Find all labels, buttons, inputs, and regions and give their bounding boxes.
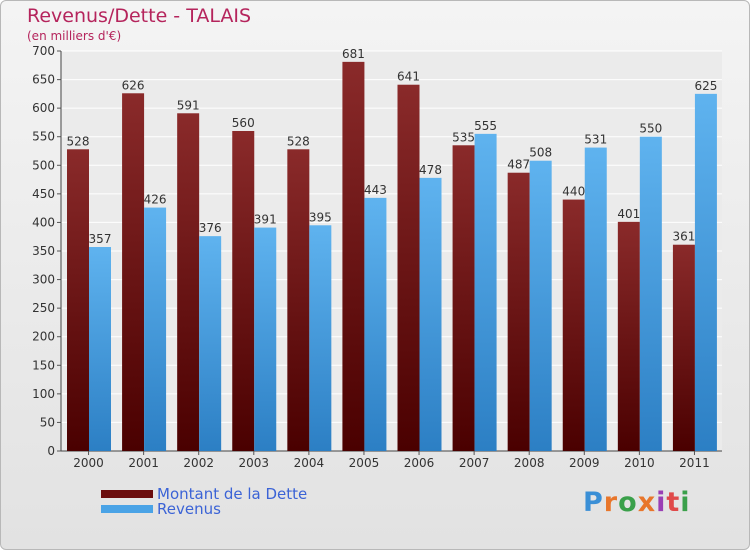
data-label-dette: 440 — [562, 185, 585, 199]
y-tick-label: 550 — [32, 130, 55, 144]
data-label-dette: 528 — [287, 134, 310, 148]
bar-dette — [507, 172, 530, 451]
proxiti-logo: Proxiti — [583, 487, 691, 518]
bar-revenus — [694, 93, 717, 451]
y-tick-label: 0 — [47, 444, 55, 458]
bar-revenus — [474, 133, 497, 451]
x-tick-label: 2000 — [73, 456, 104, 470]
bar-dette — [672, 244, 695, 451]
data-label-revenus: 357 — [89, 232, 112, 246]
x-tick-label: 2008 — [514, 456, 545, 470]
bar-revenus — [419, 177, 442, 451]
bar-revenus — [309, 225, 332, 451]
y-tick-label: 450 — [32, 187, 55, 201]
x-tick-label: 2001 — [128, 456, 159, 470]
y-tick-label: 100 — [32, 387, 55, 401]
data-label-dette: 487 — [507, 158, 530, 172]
y-tick-label: 50 — [40, 415, 55, 429]
x-tick-label: 2003 — [239, 456, 270, 470]
bar-dette — [342, 61, 365, 451]
y-tick-label: 200 — [32, 330, 55, 344]
bar-revenus — [89, 247, 111, 451]
y-tick-label: 150 — [32, 358, 55, 372]
bar-dette — [452, 145, 475, 452]
y-tick-label: 650 — [32, 73, 55, 87]
x-tick-label: 2004 — [294, 456, 325, 470]
data-label-dette: 535 — [452, 130, 475, 144]
x-tick-label: 2006 — [404, 456, 435, 470]
logo-letter: i — [656, 487, 667, 518]
x-tick-label: 2007 — [459, 456, 490, 470]
legend-swatch-debt — [101, 489, 153, 498]
bar-dette — [562, 199, 585, 451]
data-label-revenus: 443 — [364, 183, 387, 197]
y-tick-label: 700 — [32, 44, 55, 58]
y-tick-label: 350 — [32, 244, 55, 258]
bar-revenus — [639, 136, 662, 451]
data-label-revenus: 555 — [474, 119, 497, 133]
x-tick-label: 2005 — [349, 456, 380, 470]
x-tick-label: 2011 — [679, 456, 710, 470]
bar-dette — [122, 93, 145, 452]
logo-letter: x — [637, 487, 657, 518]
bar-dette — [232, 131, 255, 451]
legend-item-revenus: Revenus — [101, 499, 307, 518]
data-label-revenus: 391 — [254, 213, 277, 227]
bar-dette — [287, 149, 310, 452]
bar-dette — [67, 149, 89, 452]
chart-subtitle: (en milliers d'€) — [27, 29, 122, 43]
legend-label-debt: Montant de la Dette — [157, 484, 308, 503]
data-label-revenus: 478 — [419, 163, 442, 177]
legend-item-debt: Montant de la Dette — [101, 484, 308, 503]
data-label-revenus: 395 — [309, 210, 332, 224]
bar-revenus — [364, 197, 387, 451]
bar-revenus — [254, 227, 277, 451]
data-label-dette: 641 — [397, 70, 420, 84]
y-tick-label: 250 — [32, 301, 55, 315]
data-label-revenus: 376 — [199, 221, 222, 235]
data-label-dette: 361 — [672, 230, 695, 244]
y-tick-label: 500 — [32, 158, 55, 172]
data-label-revenus: 426 — [144, 193, 167, 207]
legend-label-revenus: Revenus — [157, 499, 221, 518]
bar-dette — [617, 221, 640, 451]
x-tick-label: 2002 — [183, 456, 214, 470]
y-tick-label: 600 — [32, 101, 55, 115]
bar-revenus — [529, 160, 552, 451]
bar-revenus — [584, 147, 607, 452]
logo-letter: i — [680, 487, 691, 518]
logo-letter: t — [666, 487, 681, 518]
x-tick-label: 2009 — [569, 456, 600, 470]
data-label-revenus: 550 — [639, 122, 662, 136]
data-label-revenus: 531 — [584, 133, 607, 147]
data-label-revenus: 625 — [694, 79, 717, 93]
x-tick-label: 2010 — [624, 456, 655, 470]
logo-letter: r — [603, 487, 619, 518]
chart-legend: Montant de la Dette Revenus — [101, 484, 308, 518]
legend-swatch-revenus — [101, 504, 153, 513]
y-tick-label: 300 — [32, 273, 55, 287]
data-label-dette: 681 — [342, 47, 365, 61]
logo-letter: o — [618, 487, 638, 518]
data-label-dette: 591 — [177, 98, 200, 112]
bar-revenus — [199, 236, 222, 451]
chart-title: Revenus/Dette - TALAIS — [27, 5, 252, 27]
bar-revenus — [144, 207, 167, 451]
data-label-dette: 626 — [122, 78, 145, 92]
data-label-dette: 528 — [67, 134, 90, 148]
data-label-dette: 401 — [617, 207, 640, 221]
logo-letter: P — [583, 487, 604, 518]
y-tick-label: 400 — [32, 215, 55, 229]
bar-dette — [177, 113, 200, 452]
data-label-revenus: 508 — [529, 146, 552, 160]
bar-dette — [397, 84, 420, 451]
data-label-dette: 560 — [232, 116, 255, 130]
